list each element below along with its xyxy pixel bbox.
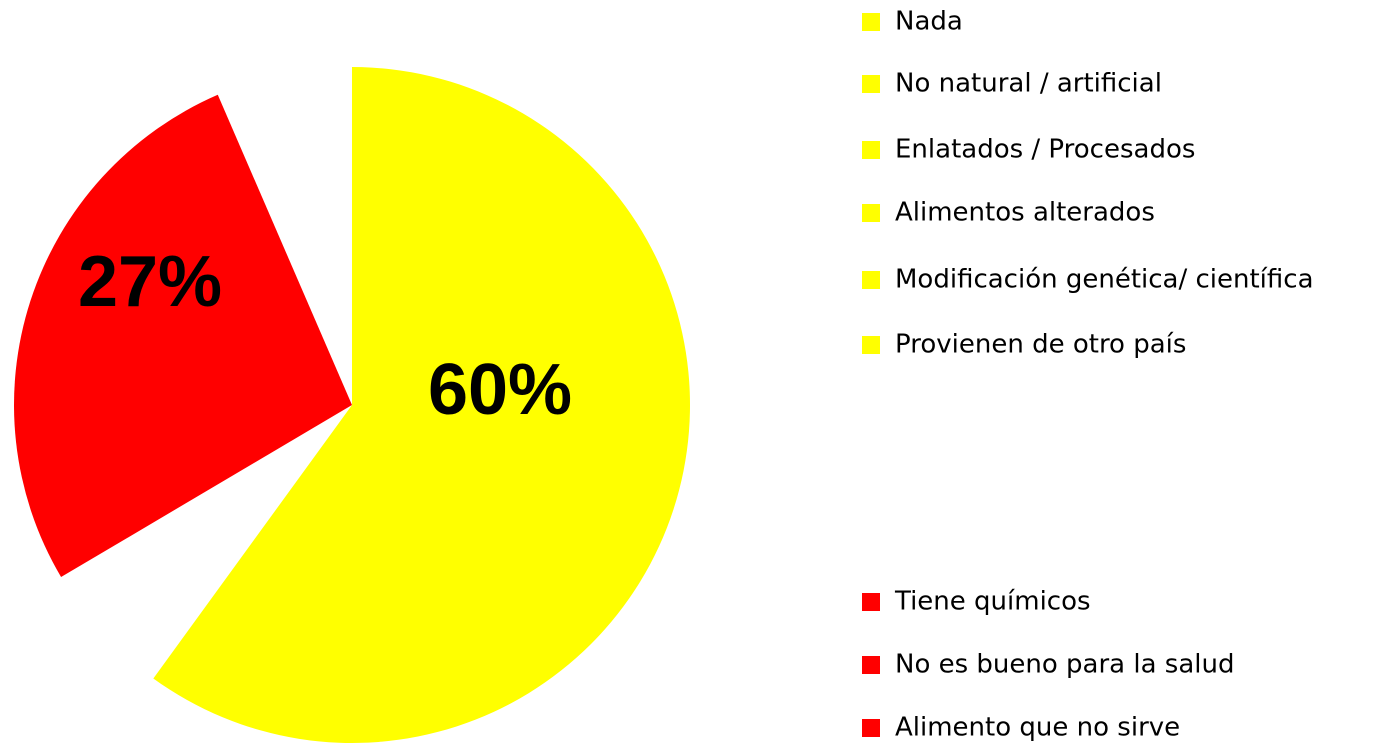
legend-label: Alimento que no sirve bbox=[895, 713, 1180, 743]
legend-swatch bbox=[862, 13, 880, 31]
legend-label: Alimentos alterados bbox=[895, 198, 1155, 228]
slice-label: 27% bbox=[78, 242, 222, 322]
legend-swatch bbox=[862, 336, 880, 354]
legend-label: Tiene químicos bbox=[894, 587, 1091, 617]
legend-label: No natural / artificial bbox=[895, 69, 1162, 99]
legend-swatch bbox=[862, 204, 880, 222]
legend-swatch bbox=[862, 271, 880, 289]
pie-slice bbox=[153, 67, 691, 743]
legend-label: Enlatados / Procesados bbox=[895, 135, 1195, 165]
legend-label: Provienen de otro país bbox=[895, 330, 1186, 360]
legend-swatch bbox=[862, 656, 880, 674]
pie-slice bbox=[13, 94, 352, 578]
legend-swatch bbox=[862, 141, 880, 159]
slice-label: 60% bbox=[428, 350, 572, 430]
legend-label: No es bueno para la salud bbox=[895, 650, 1235, 680]
legend-label: Modificación genética/ científica bbox=[895, 265, 1314, 295]
legend-swatch bbox=[862, 719, 880, 737]
legend-label: Nada bbox=[895, 7, 963, 37]
legend-swatch bbox=[862, 593, 880, 611]
legend-swatch bbox=[862, 75, 880, 93]
